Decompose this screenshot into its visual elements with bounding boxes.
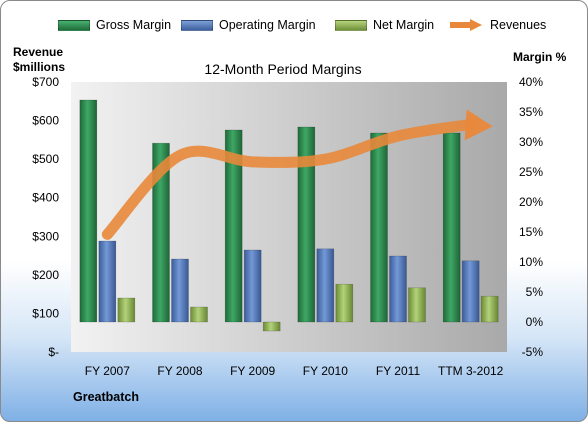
left-axis-title: Revenue $millions [13,45,65,75]
left-tick-label: $- [48,345,59,359]
operating-margin-bar [389,255,407,323]
left-tick-label: $500 [32,152,59,166]
legend-operating-margin: Operating Margin [181,15,316,35]
net-margin-bar [262,321,281,332]
right-tick-label: 5% [526,285,544,299]
company-name: Greatbatch [73,390,139,404]
legend-swatch-net [335,19,367,31]
legend-label-revenues: Revenues [490,18,547,32]
legend-revenues: Revenues [448,15,546,35]
revenues-arrowhead [464,109,493,141]
legend-swatch-gross [58,19,90,31]
category-label: FY 2010 [303,364,348,378]
left-axis-title-line1: Revenue [13,45,64,59]
operating-margin-bar [98,240,117,323]
right-tick-label: 20% [519,195,543,209]
net-margin-bar [408,287,426,323]
right-tick-label: 35% [519,105,543,119]
chart-title: 12-Month Period Margins [204,61,361,77]
gross-margin-bar [297,126,316,323]
legend-gross-margin: Gross Margin [58,15,171,35]
left-tick-label: $100 [32,306,59,320]
right-axis-title: Margin % [513,50,567,64]
operating-margin-bar [316,248,335,323]
category-label: FY 2007 [85,364,130,378]
plot-area [71,82,507,352]
gross-margin-bar [370,132,388,323]
left-tick-label: $700 [32,75,59,89]
left-tick-label: $600 [32,114,59,128]
category-label: TTM 3-2012 [438,364,504,378]
gross-margin-bar [152,142,170,323]
gross-margin-bar [442,132,461,323]
left-tick-label: $300 [32,229,59,243]
right-tick-label: 10% [519,255,543,269]
gross-margin-bar [79,99,98,323]
left-tick-label: $200 [32,268,59,282]
category-label: FY 2009 [230,364,275,378]
right-tick-label: 15% [519,225,543,239]
right-tick-label: 40% [519,75,543,89]
legend-arrow-icon [450,19,482,31]
net-margin-bar [117,297,136,323]
legend-net-margin: Net Margin [335,15,434,35]
legend-label-operating: Operating Margin [219,18,316,32]
right-tick-label: 25% [519,165,543,179]
right-tick-label: 0% [526,315,544,329]
operating-margin-bar [461,260,480,323]
right-tick-label: -5% [522,345,544,359]
legend-label-gross: Gross Margin [96,18,172,32]
left-tick-label: $400 [32,191,59,205]
net-margin-bar [480,295,499,323]
gross-margin-bar [224,129,243,323]
category-label: FY 2008 [157,364,202,378]
legend-swatch-operating [181,19,213,31]
net-margin-bar [190,306,208,323]
legend-label-net: Net Margin [373,18,435,32]
revenues-line [101,118,477,240]
net-margin-bar [335,283,354,323]
operating-margin-bar [171,258,189,323]
left-axis-title-line2: $millions [13,60,66,74]
operating-margin-bar [243,249,262,323]
category-label: FY 2011 [376,364,421,378]
right-tick-label: 30% [519,135,543,149]
